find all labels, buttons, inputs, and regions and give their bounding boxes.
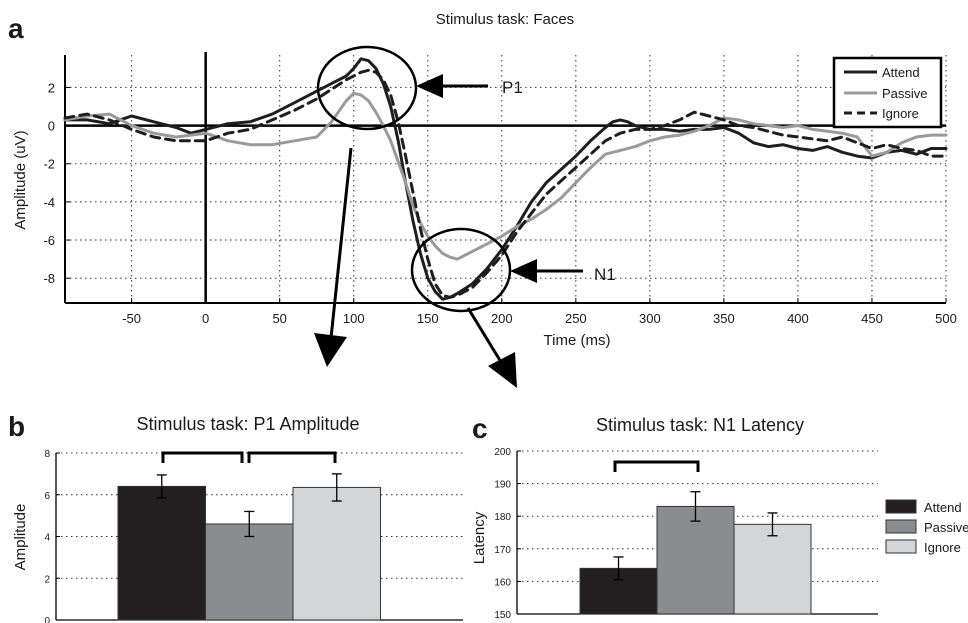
chart-c-plot: 150 160 170 180 190 200 — [494, 447, 878, 621]
bar-passive — [656, 505, 735, 615]
x-tick-label: 0 — [202, 311, 209, 326]
panel-b-p1-amplitude: b Stimulus task: P1 Amplitude Amplitude … — [8, 411, 463, 623]
y-tick-label: 2 — [44, 574, 50, 585]
x-tick-label: 450 — [861, 311, 883, 326]
y-tick-label: 0 — [48, 119, 55, 134]
significance-bracket-1 — [247, 451, 337, 463]
y-tick-label: 150 — [494, 610, 511, 621]
chart-a-annotations: P1 N1 — [314, 45, 616, 388]
chart-a-legend: Attend Passive Ignore — [832, 56, 943, 129]
y-tick-label: 170 — [494, 545, 511, 556]
chart-b-ylabel: Amplitude — [12, 504, 29, 571]
panel-c-n1-latency: c Stimulus task: N1 Latency Latency 1501… — [471, 413, 968, 621]
bar-ignore — [292, 486, 381, 621]
chart-a-tick-labels: -50 0 50 100 150 200 250 300 350 400 450 500 2 0 -2 -4 -… — [43, 80, 956, 326]
legend-c-label-passive: Passive — [924, 520, 968, 535]
chart-b-plot: 0 2 4 6 8 — [44, 449, 463, 623]
n1-down-arrow-head — [488, 352, 517, 388]
legend-a-passive: Passive — [882, 86, 928, 101]
p1-label: P1 — [502, 78, 523, 97]
y-tick-label: 190 — [494, 480, 511, 491]
y-tick-label: 2 — [48, 80, 55, 95]
panel-letter-c: c — [472, 413, 488, 444]
p1-arrow-head — [416, 74, 443, 98]
y-tick-label: 4 — [44, 533, 50, 544]
x-tick-label: 100 — [343, 311, 365, 326]
x-tick-label: 200 — [491, 311, 513, 326]
x-tick-label: 250 — [565, 311, 587, 326]
y-tick-label: 200 — [494, 447, 511, 458]
y-tick-label: -8 — [43, 271, 55, 286]
series-line-attend — [63, 57, 948, 301]
legend-c-swatch-passive — [885, 519, 917, 534]
legend-c-label-attend: Attend — [924, 500, 962, 515]
panel-letter-a: a — [8, 13, 24, 44]
significance-bracket-0 — [161, 451, 244, 463]
legend-a-ignore: Ignore — [882, 106, 919, 121]
x-tick-label: 400 — [787, 311, 809, 326]
legend-c-swatch-attend — [885, 499, 917, 514]
legend-a-attend: Attend — [882, 65, 920, 80]
y-tick-label: -4 — [43, 195, 55, 210]
y-tick-label: 6 — [44, 491, 50, 502]
x-tick-label: 150 — [417, 311, 439, 326]
bar-ignore — [733, 523, 812, 615]
panel-letter-b: b — [8, 411, 25, 442]
chart-a-series — [63, 57, 948, 301]
p1-down-arrow-shaft — [329, 147, 353, 339]
x-tick-label: 300 — [639, 311, 661, 326]
y-tick-label: 160 — [494, 577, 511, 588]
chart-c-legend: Attend Passive Ignore — [885, 499, 968, 555]
x-tick-label: 500 — [935, 311, 957, 326]
chart-b-title: Stimulus task: P1 Amplitude — [136, 414, 359, 434]
n1-down-arrow-shaft — [466, 307, 503, 363]
n1-circle — [410, 227, 512, 313]
chart-a-title: Stimulus task: Faces — [436, 11, 574, 28]
chart-a-ylabel: Amplitude (uV) — [12, 130, 29, 229]
p1-circle — [316, 45, 418, 131]
significance-bracket-0 — [613, 460, 700, 472]
chart-c-ylabel: Latency — [471, 511, 488, 564]
y-tick-label: 8 — [44, 449, 50, 460]
y-tick-label: 0 — [44, 616, 50, 623]
series-line-ignore — [63, 68, 948, 299]
y-tick-label: -2 — [43, 157, 55, 172]
bar-passive — [205, 523, 294, 621]
panel-a-faces-erp: a Stimulus task: Faces Time (ms) Amplitu… — [8, 11, 957, 388]
series-line-passive — [63, 91, 948, 261]
chart-c-title: Stimulus task: N1 Latency — [596, 415, 804, 435]
n1-arrow-head — [510, 259, 537, 283]
y-tick-label: 180 — [494, 512, 511, 523]
chart-a-xlabel: Time (ms) — [544, 332, 611, 349]
legend-c-swatch-ignore — [885, 539, 917, 554]
legend-c-label-ignore: Ignore — [924, 540, 961, 555]
x-tick-label: 50 — [272, 311, 286, 326]
p1-down-arrow-head — [314, 333, 347, 367]
x-tick-label: -50 — [122, 311, 141, 326]
bar-attend — [117, 485, 206, 621]
x-tick-label: 350 — [713, 311, 735, 326]
y-tick-label: -6 — [43, 233, 55, 248]
n1-label: N1 — [594, 265, 616, 284]
